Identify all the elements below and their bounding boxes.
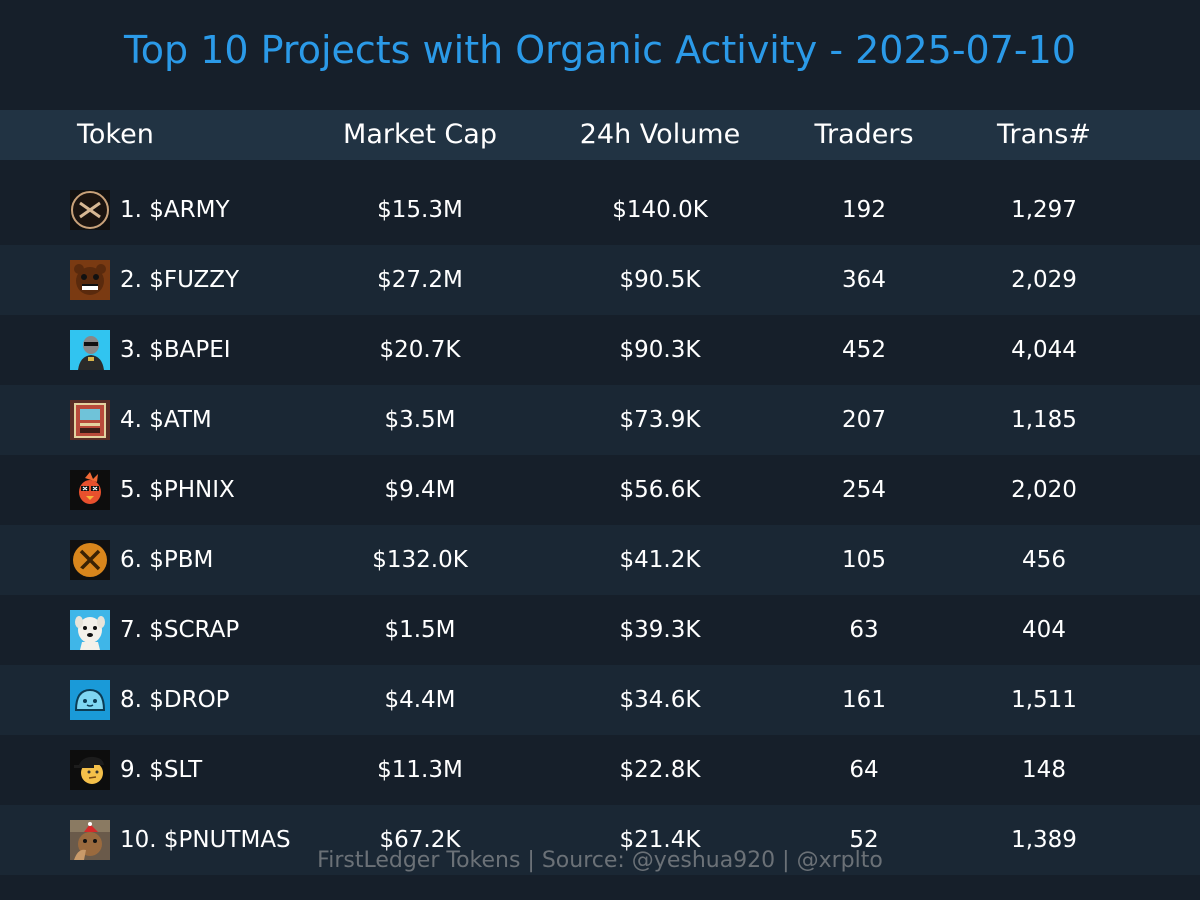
column-header-token: Token <box>77 119 154 150</box>
pbm-x-coin-logo-icon <box>70 540 110 580</box>
table-row: 5. $PHNIX $9.4M $56.6K 254 2,020 <box>0 455 1200 525</box>
table-row: 1. $ARMY $15.3M $140.0K 192 1,297 <box>0 175 1200 245</box>
token-cell: 4. $ATM <box>120 407 212 433</box>
table-header: Token Market Cap 24h Volume Traders Tran… <box>0 110 1200 160</box>
table-row: 7. $SCRAP $1.5M $39.3K 63 404 <box>0 595 1200 665</box>
market-cap-cell: $27.2M <box>377 267 463 293</box>
volume-24h-cell: $22.8K <box>619 757 701 783</box>
table-row: 6. $PBM $132.0K $41.2K 105 456 <box>0 525 1200 595</box>
army-logo-icon <box>70 190 110 230</box>
traders-cell: 63 <box>849 617 879 643</box>
table-row: 2. $FUZZY $27.2M $90.5K 364 2,029 <box>0 245 1200 315</box>
token-cell: 8. $DROP <box>120 687 230 713</box>
atm-machine-logo-icon <box>70 400 110 440</box>
volume-24h-cell: $34.6K <box>619 687 701 713</box>
volume-24h-cell: $90.5K <box>619 267 701 293</box>
pnutmas-squirrel-logo-icon <box>70 820 110 860</box>
traders-cell: 452 <box>842 337 886 363</box>
traders-cell: 52 <box>849 827 879 853</box>
transactions-cell: 1,297 <box>1011 197 1077 223</box>
drop-blob-logo-icon <box>70 680 110 720</box>
traders-cell: 207 <box>842 407 886 433</box>
fuzzy-bear-logo-icon <box>70 260 110 300</box>
table-row: 3. $BAPEI $20.7K $90.3K 452 4,044 <box>0 315 1200 385</box>
traders-cell: 64 <box>849 757 879 783</box>
token-cell: 7. $SCRAP <box>120 617 240 643</box>
column-header-24h-volume: 24h Volume <box>579 119 741 150</box>
transactions-cell: 148 <box>1022 757 1066 783</box>
footer-source-note: FirstLedger Tokens | Source: @yeshua920 … <box>317 848 883 873</box>
transactions-cell: 2,020 <box>1011 477 1077 503</box>
traders-cell: 192 <box>842 197 886 223</box>
transactions-cell: 404 <box>1022 617 1066 643</box>
transactions-cell: 456 <box>1022 547 1066 573</box>
market-cap-cell: $11.3M <box>377 757 463 783</box>
transactions-cell: 1,185 <box>1011 407 1077 433</box>
table-row: 4. $ATM $3.5M $73.9K 207 1,185 <box>0 385 1200 455</box>
token-cell: 3. $BAPEI <box>120 337 231 363</box>
token-cell: 10. $PNUTMAS <box>120 827 291 853</box>
transactions-cell: 1,389 <box>1011 827 1077 853</box>
column-header-traders: Traders <box>814 119 914 150</box>
slt-cap-face-logo-icon <box>70 750 110 790</box>
transactions-cell: 2,029 <box>1011 267 1077 293</box>
market-cap-cell: $20.7K <box>379 337 461 363</box>
scrap-dog-logo-icon <box>70 610 110 650</box>
token-cell: 2. $FUZZY <box>120 267 240 293</box>
token-cell: 5. $PHNIX <box>120 477 235 503</box>
volume-24h-cell: $90.3K <box>619 337 701 363</box>
transactions-cell: 4,044 <box>1011 337 1077 363</box>
volume-24h-cell: $41.2K <box>619 547 701 573</box>
market-cap-cell: $4.4M <box>384 687 456 713</box>
market-cap-cell: $1.5M <box>384 617 456 643</box>
traders-cell: 364 <box>842 267 886 293</box>
token-cell: 9. $SLT <box>120 757 203 783</box>
volume-24h-cell: $56.6K <box>619 477 701 503</box>
table-row: 9. $SLT $11.3M $22.8K 64 148 <box>0 735 1200 805</box>
volume-24h-cell: $73.9K <box>619 407 701 433</box>
token-cell: 6. $PBM <box>120 547 214 573</box>
volume-24h-cell: $39.3K <box>619 617 701 643</box>
volume-24h-cell: $140.0K <box>612 197 708 223</box>
phoenix-bird-logo-icon <box>70 470 110 510</box>
table-row: 8. $DROP $4.4M $34.6K 161 1,511 <box>0 665 1200 735</box>
market-cap-cell: $3.5M <box>384 407 456 433</box>
table-row: 10. $PNUTMAS $67.2K $21.4K 52 1,389 <box>0 805 1200 875</box>
bapei-ape-logo-icon <box>70 330 110 370</box>
volume-24h-cell: $21.4K <box>619 827 701 853</box>
market-cap-cell: $67.2K <box>379 827 461 853</box>
chart-title: Top 10 Projects with Organic Activity - … <box>124 28 1076 72</box>
transactions-cell: 1,511 <box>1011 687 1077 713</box>
column-header-transactions: Trans# <box>997 119 1091 150</box>
token-cell: 1. $ARMY <box>120 197 230 223</box>
traders-cell: 254 <box>842 477 886 503</box>
column-header-market-cap: Market Cap <box>343 119 497 150</box>
traders-cell: 105 <box>842 547 886 573</box>
market-cap-cell: $15.3M <box>377 197 463 223</box>
market-cap-cell: $132.0K <box>372 547 468 573</box>
traders-cell: 161 <box>842 687 886 713</box>
market-cap-cell: $9.4M <box>384 477 456 503</box>
